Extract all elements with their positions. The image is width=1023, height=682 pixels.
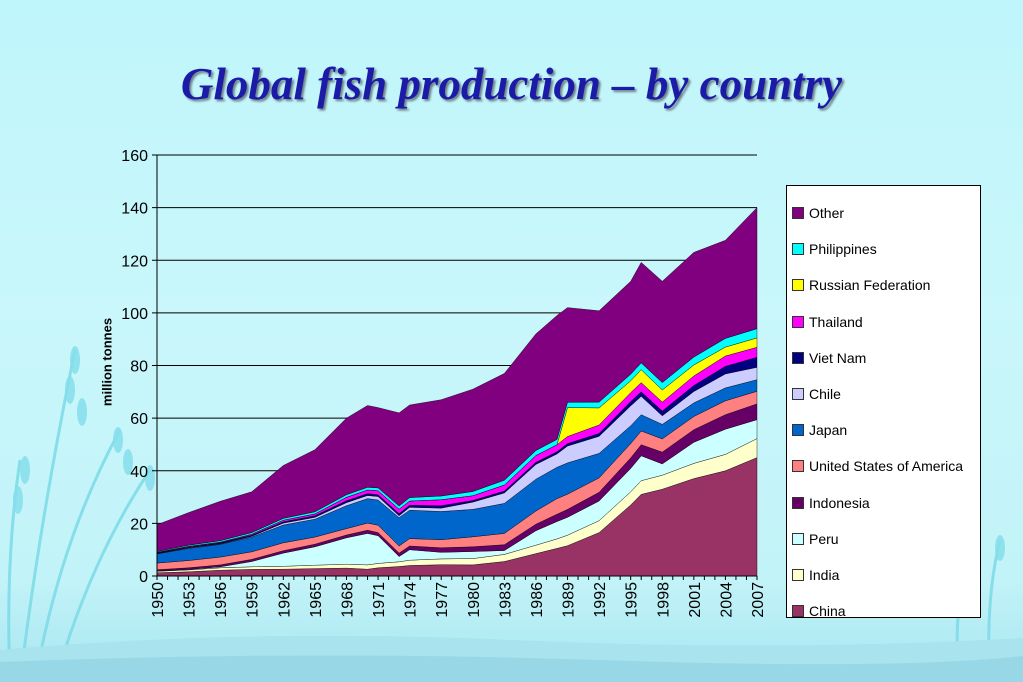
x-tick-label: 2007 [750,582,767,618]
legend-swatch [792,388,804,401]
x-tick-label: 2001 [687,582,704,618]
legend-swatch [792,279,804,292]
x-tick-label: 1956 [213,582,230,618]
page-title: Global fish production – by country [180,59,843,109]
x-tick-label: 1989 [561,582,578,618]
legend-swatch [792,496,804,509]
legend-label: United States of America [809,458,964,475]
x-tick-label: 1968 [339,582,356,618]
legend-label: Russian Federation [809,277,931,294]
legend-swatch [792,460,804,473]
legend-swatch [792,532,804,545]
legend-swatch [792,568,804,581]
legend-swatch [792,424,804,437]
legend-label: Viet Nam [809,349,867,366]
y-tick-label: 40 [130,464,148,481]
x-tick-label: 1965 [308,582,325,618]
legend-label: India [809,566,840,583]
y-tick-label: 80 [130,359,148,376]
legend-swatch [792,207,804,220]
legend-label: Thailand [809,313,863,330]
x-tick-label: 1986 [529,582,546,618]
y-tick-label: 20 [130,516,148,533]
legend-label: Peru [809,530,839,547]
legend-item: Indonesia [787,485,980,521]
x-tick-label: 1974 [403,582,420,618]
y-tick-label: 0 [139,569,148,586]
legend-item: United States of America [787,448,980,484]
y-tick-label: 60 [130,411,148,428]
x-tick-label: 1971 [371,582,388,618]
legend-item: Philippines [787,231,980,267]
legend-item: Other [787,195,980,231]
y-tick-label: 140 [121,201,148,218]
x-tick-label: 1980 [466,582,483,618]
x-tick-label: 1953 [182,582,199,618]
legend-item: Japan [787,412,980,448]
legend-swatch [792,243,804,256]
legend-label: Other [809,205,845,222]
legend-label: China [809,603,846,620]
y-tick-label: 160 [121,148,148,165]
legend-item: Viet Nam [787,340,980,376]
x-tick-label: 1950 [150,582,167,618]
x-tick-label: 1995 [624,582,641,618]
legend-item: Chile [787,376,980,412]
x-tick-label: 1959 [245,582,262,618]
legend-item: Thailand [787,304,980,340]
legend-swatch [792,351,804,364]
legend-swatch [792,605,804,618]
legend-label: Indonesia [809,494,870,511]
x-tick-label: 1962 [276,582,293,618]
legend-swatch [792,315,804,328]
legend-item: China [787,593,980,629]
x-tick-label: 1977 [434,582,451,618]
legend-item: Russian Federation [787,267,980,303]
legend-label: Chile [809,386,841,403]
legend-item: Peru [787,521,980,557]
legend-label: Japan [809,422,848,439]
x-tick-label: 2004 [718,582,735,618]
x-tick-label: 1998 [655,582,672,618]
y-tick-label: 120 [121,253,148,270]
legend-item: India [787,557,980,593]
chart-legend: Other Philippines Russian Federation Thaila… [786,185,981,619]
legend-label: Philippines [809,241,877,258]
y-tick-label: 100 [121,306,148,323]
x-tick-label: 1983 [497,582,514,618]
x-tick-label: 1992 [592,582,609,618]
area-other [156,207,758,552]
